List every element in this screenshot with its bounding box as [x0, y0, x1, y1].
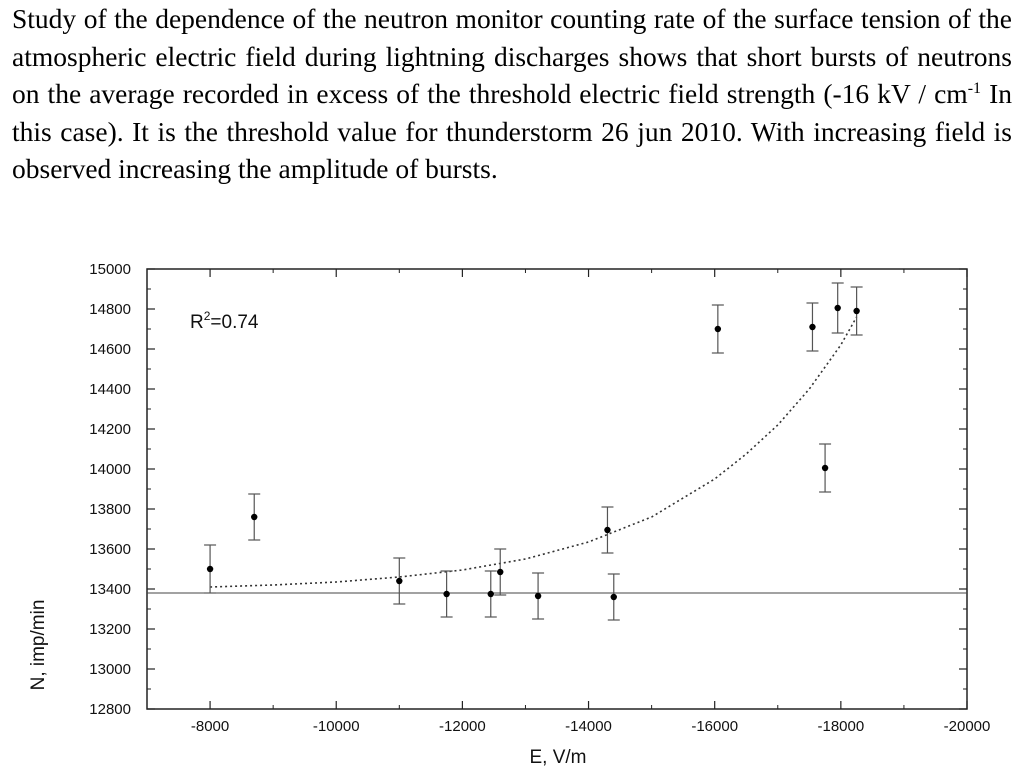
- y-tick-label: 12800: [89, 701, 131, 718]
- data-point: [206, 565, 214, 573]
- y-tick-label: 13800: [89, 501, 131, 518]
- data-point: [853, 307, 860, 315]
- y-tick-label: 14400: [89, 381, 131, 398]
- data-point: [604, 526, 611, 534]
- x-tick-label: -18000: [817, 718, 864, 735]
- data-point: [809, 323, 816, 331]
- plot-area: 12800 13000 13200 13400 13600 13800 14000 14200…: [89, 261, 990, 735]
- data-point: [487, 590, 494, 598]
- r-squared-value: =0.74: [210, 312, 259, 333]
- neutron-rate-chart: 12800 13000 13200 13400 13600 13800 14000 14200…: [28, 261, 990, 768]
- y-tick-label: 14000: [89, 461, 131, 478]
- exponential-fit-curve: [210, 316, 858, 588]
- y-tick-label: 13200: [89, 621, 131, 638]
- paragraph-text-part2: In this case). It is the threshold value…: [12, 78, 1012, 184]
- x-tick-label: -8000: [191, 718, 229, 735]
- paragraph-text-part1: Study of the dependence of the neutron m…: [12, 3, 1012, 109]
- y-tick-label: 14600: [89, 341, 131, 358]
- paragraph-superscript: -1: [967, 79, 982, 97]
- data-point: [610, 593, 617, 601]
- x-tick-label: -12000: [439, 718, 486, 735]
- data-point: [534, 592, 542, 600]
- data-point: [251, 513, 258, 521]
- data-point: [497, 568, 504, 576]
- y-tick-label: 14200: [89, 421, 131, 438]
- r-squared-annotation: R2=0.74: [190, 309, 259, 333]
- data-point: [834, 304, 841, 312]
- x-tick-label: -10000: [313, 718, 360, 735]
- y-tick-label: 13600: [89, 541, 131, 558]
- plot-frame: [146, 268, 968, 710]
- x-tick-label: -20000: [944, 718, 991, 735]
- y-tick-label: 14800: [89, 301, 131, 318]
- description-paragraph: Study of the dependence of the neutron m…: [12, 0, 1012, 188]
- y-axis-title: N, imp/min: [28, 600, 49, 691]
- y-tick-label: 13000: [89, 661, 131, 678]
- x-tick-label: -14000: [565, 718, 612, 735]
- r-squared-base: R: [190, 312, 204, 333]
- data-point: [396, 577, 403, 585]
- y-tick-label: 13400: [89, 581, 131, 598]
- data-point: [821, 464, 829, 472]
- data-point: [443, 590, 450, 598]
- r-squared-sup: 2: [204, 309, 211, 323]
- x-axis-title: E, V/m: [529, 747, 586, 768]
- y-tick-label: 15000: [89, 261, 131, 278]
- data-point: [714, 325, 722, 333]
- x-tick-label: -16000: [691, 718, 738, 735]
